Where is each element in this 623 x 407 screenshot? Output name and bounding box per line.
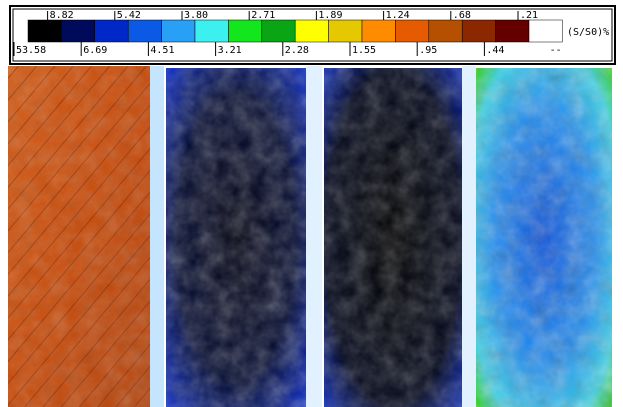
upper-label: .68 bbox=[453, 10, 471, 21]
screenshot: (S/S0)% 8.82 5.42 3.80 2.71 1.89 1.24 .68 .21 53… bbox=[0, 0, 623, 407]
color-swatch bbox=[395, 20, 428, 42]
color-swatch bbox=[429, 20, 462, 42]
upper-label: 2.71 bbox=[251, 10, 275, 21]
color-swatch bbox=[362, 20, 395, 42]
panel-blue-noise bbox=[166, 68, 306, 407]
strip bbox=[150, 66, 164, 407]
lower-label: .95 bbox=[419, 45, 437, 56]
color-legend: (S/S0)% 8.82 5.42 3.80 2.71 1.89 1.24 .68 .21 53… bbox=[10, 6, 615, 64]
strip bbox=[306, 66, 322, 407]
lower-label: 1.55 bbox=[352, 45, 376, 56]
lower-label: 4.51 bbox=[150, 45, 174, 56]
color-swatch bbox=[61, 20, 94, 42]
lower-label: 3.21 bbox=[218, 45, 242, 56]
panel-orange-noise bbox=[8, 66, 150, 407]
lower-label: .44 bbox=[486, 45, 504, 56]
color-swatch bbox=[128, 20, 161, 42]
color-swatch bbox=[329, 20, 362, 42]
upper-label: 1.24 bbox=[386, 10, 410, 21]
upper-label: .21 bbox=[520, 10, 538, 21]
color-swatch bbox=[228, 20, 261, 42]
upper-label: 1.89 bbox=[318, 10, 342, 21]
panel-bright-noise bbox=[476, 68, 612, 407]
color-swatch bbox=[162, 20, 195, 42]
upper-label: 3.80 bbox=[184, 10, 208, 21]
color-swatch bbox=[195, 20, 228, 42]
lower-label: 6.69 bbox=[83, 45, 107, 56]
color-swatch bbox=[295, 20, 328, 42]
panel-dark-noise bbox=[324, 68, 462, 407]
color-swatch bbox=[262, 20, 295, 42]
lower-label: 2.28 bbox=[285, 45, 309, 56]
upper-label: 5.42 bbox=[117, 10, 141, 21]
strip bbox=[462, 66, 476, 407]
unit-label: (S/S0)% bbox=[567, 27, 609, 38]
image-panels bbox=[0, 64, 623, 407]
lower-label: -- bbox=[550, 45, 562, 56]
upper-label: 8.82 bbox=[50, 10, 74, 21]
color-swatch bbox=[95, 20, 128, 42]
lower-label: 53.58 bbox=[16, 45, 46, 56]
color-swatch bbox=[496, 20, 529, 42]
color-swatch bbox=[529, 20, 562, 42]
color-swatch bbox=[462, 20, 495, 42]
color-swatch bbox=[28, 20, 61, 42]
